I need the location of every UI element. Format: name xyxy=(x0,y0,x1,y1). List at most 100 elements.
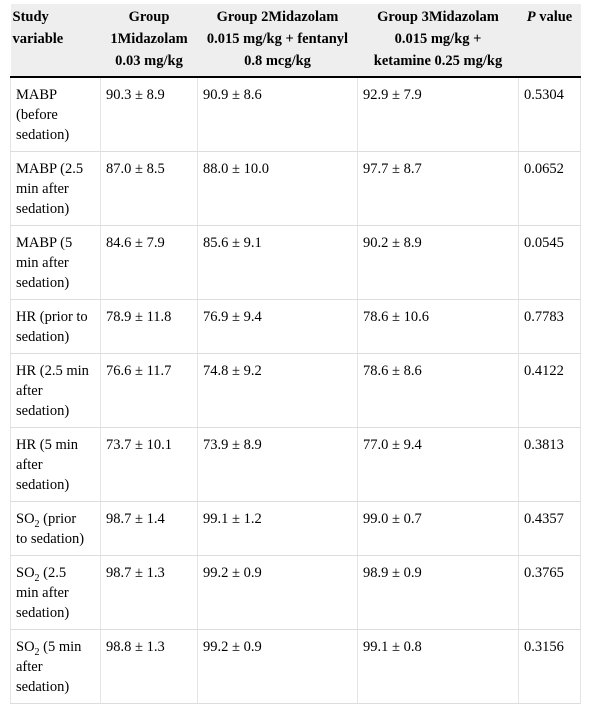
variable-line: sedation) xyxy=(16,201,70,217)
group-3-cell: 78.6 ± 10.6 xyxy=(357,299,519,354)
variable-line: MABP xyxy=(16,87,58,103)
column-header-line: 0.015 mg/kg + xyxy=(394,31,482,47)
column-header-line: ketamine 0.25 mg/kg xyxy=(373,53,503,69)
table-row: SO2 (5 min after sedation) 98.8 ± 1.3 99.2 ±… xyxy=(10,629,581,704)
subscript: 2 xyxy=(34,519,40,530)
variable-line: sedation) xyxy=(16,477,70,493)
group-1-cell: 78.9 ± 11.8 xyxy=(100,299,198,354)
table-row: SO2 (2.5 min after sedation) 98.7 ± 1.3 99.2… xyxy=(10,555,581,630)
table-row: HR (2.5 min after sedation) 76.6 ± 11.7 74.8… xyxy=(10,353,581,428)
group-3-cell: 77.0 ± 9.4 xyxy=(357,427,519,502)
subscript: 2 xyxy=(34,573,40,584)
group-1-cell: 98.7 ± 1.3 xyxy=(100,555,198,630)
variable-line: sedation) xyxy=(16,403,70,419)
group-3-cell: 90.2 ± 8.9 xyxy=(357,225,519,300)
group-2-cell: 85.6 ± 9.1 xyxy=(197,225,358,300)
group-3-cell: 99.1 ± 0.8 xyxy=(357,629,519,704)
variable-line: (5 min xyxy=(39,639,82,655)
group-3-cell: 99.0 ± 0.7 xyxy=(357,501,519,556)
column-header-2: Group 2Midazolam 0.015 mg/kg + fentanyl 0.… xyxy=(197,4,358,78)
group-2-cell: 73.9 ± 8.9 xyxy=(197,427,358,502)
group-2-cell: 99.2 ± 0.9 xyxy=(197,555,358,630)
subscript: 2 xyxy=(34,647,40,658)
group-2-cell: 90.9 ± 8.6 xyxy=(197,77,358,152)
group-2-cell: 99.1 ± 1.2 xyxy=(197,501,358,556)
p-value-cell: 0.4122 xyxy=(518,353,581,428)
group-3-cell: 97.7 ± 8.7 xyxy=(357,151,519,226)
group-1-cell: 98.8 ± 1.3 xyxy=(100,629,198,704)
column-header-line: Group 3Midazolam xyxy=(377,9,499,25)
column-header-line: Group 2Midazolam xyxy=(216,9,339,25)
variable-cell: SO2 (2.5 min after sedation) xyxy=(10,555,101,630)
variable-line: MABP (2.5 xyxy=(16,161,84,177)
table-body: MABP (before sedation) 90.3 ± 8.9 90.9 ± 8.6… xyxy=(10,77,581,704)
column-header-line: Group xyxy=(128,9,170,25)
data-table: Study variable Group 1Midazolam 0.03 mg/kg Gr… xyxy=(10,4,581,704)
column-header-4: P value xyxy=(518,4,581,78)
variable-line: (2.5 xyxy=(39,565,67,581)
group-3-cell: 98.9 ± 0.9 xyxy=(357,555,519,630)
variable-cell: MABP (5 min after sedation) xyxy=(10,225,101,300)
variable-line: after xyxy=(16,659,43,675)
table-row: MABP (5 min after sedation) 84.6 ± 7.9 85.6 … xyxy=(10,225,581,300)
column-header-1: Group 1Midazolam 0.03 mg/kg xyxy=(100,4,198,78)
variable-line: HR (2.5 min xyxy=(16,363,89,379)
p-value-cell: 0.3156 xyxy=(518,629,581,704)
group-2-cell: 74.8 ± 9.2 xyxy=(197,353,358,428)
variable-cell: SO2 (5 min after sedation) xyxy=(10,629,101,704)
column-header-line: 0.015 mg/kg + fentanyl xyxy=(206,31,349,47)
p-value-cell: 0.4357 xyxy=(518,501,581,556)
variable-line: after xyxy=(16,457,43,473)
table-row: MABP (2.5 min after sedation) 87.0 ± 8.5 88.… xyxy=(10,151,581,226)
variable-line: min after xyxy=(16,255,69,271)
group-1-cell: 90.3 ± 8.9 xyxy=(100,77,198,152)
variable-line: to sedation) xyxy=(16,531,85,547)
p-value-cell: 0.3813 xyxy=(518,427,581,502)
variable-line: (prior xyxy=(39,511,77,527)
variable-line: HR (prior to xyxy=(16,309,88,325)
variable-line: sedation) xyxy=(16,679,70,695)
table-header: Study variable Group 1Midazolam 0.03 mg/kg Gr… xyxy=(10,4,581,78)
column-header-line: variable xyxy=(12,31,64,47)
p-value-cell: 0.5304 xyxy=(518,77,581,152)
variable-line: after xyxy=(16,383,43,399)
variable-cell: SO2 (prior to sedation) xyxy=(10,501,101,556)
variable-line: min after xyxy=(16,181,69,197)
group-3-cell: 92.9 ± 7.9 xyxy=(357,77,519,152)
p-value-cell: 0.0545 xyxy=(518,225,581,300)
p-value-cell: 0.3765 xyxy=(518,555,581,630)
table-row: SO2 (prior to sedation) 98.7 ± 1.4 99.1 ± 1… xyxy=(10,501,581,556)
group-2-cell: 99.2 ± 0.9 xyxy=(197,629,358,704)
variable-cell: HR (5 min after sedation) xyxy=(10,427,101,502)
column-header-3: Group 3Midazolam 0.015 mg/kg + ketamine 0.… xyxy=(357,4,519,78)
column-header-line: 0.8 mcg/kg xyxy=(244,53,311,69)
table-row: HR (5 min after sedation) 73.7 ± 10.1 73.9 ±… xyxy=(10,427,581,502)
group-1-cell: 98.7 ± 1.4 xyxy=(100,501,198,556)
table-row: HR (prior to sedation) 78.9 ± 11.8 76.9 ± 9… xyxy=(10,299,581,354)
group-2-cell: 76.9 ± 9.4 xyxy=(197,299,358,354)
table-row: MABP (before sedation) 90.3 ± 8.9 90.9 ± 8.6… xyxy=(10,77,581,152)
column-header-line: Study xyxy=(12,9,49,25)
variable-line: MABP (5 xyxy=(16,235,73,251)
group-2-cell: 88.0 ± 10.0 xyxy=(197,151,358,226)
column-header-line: value xyxy=(535,9,573,25)
so2-label: SO xyxy=(16,511,35,527)
group-1-cell: 76.6 ± 11.7 xyxy=(100,353,198,428)
variable-line: sedation) xyxy=(16,329,70,345)
group-1-cell: 87.0 ± 8.5 xyxy=(100,151,198,226)
column-header-line: 0.03 mg/kg xyxy=(115,53,183,69)
variable-cell: MABP (before sedation) xyxy=(10,77,101,152)
group-1-cell: 73.7 ± 10.1 xyxy=(100,427,198,502)
variable-line: (before xyxy=(16,107,58,123)
so2-label: SO xyxy=(16,639,35,655)
column-header-0: Study variable xyxy=(10,4,101,78)
p-value-cell: 0.7783 xyxy=(518,299,581,354)
so2-label: SO xyxy=(16,565,35,581)
variable-cell: HR (2.5 min after sedation) xyxy=(10,353,101,428)
variable-line: sedation) xyxy=(16,275,70,291)
variable-line: sedation) xyxy=(16,127,70,143)
variable-line: sedation) xyxy=(16,605,70,621)
p-letter: P xyxy=(526,9,536,25)
variable-line: HR (5 min xyxy=(16,437,79,453)
variable-line: min after xyxy=(16,585,69,601)
